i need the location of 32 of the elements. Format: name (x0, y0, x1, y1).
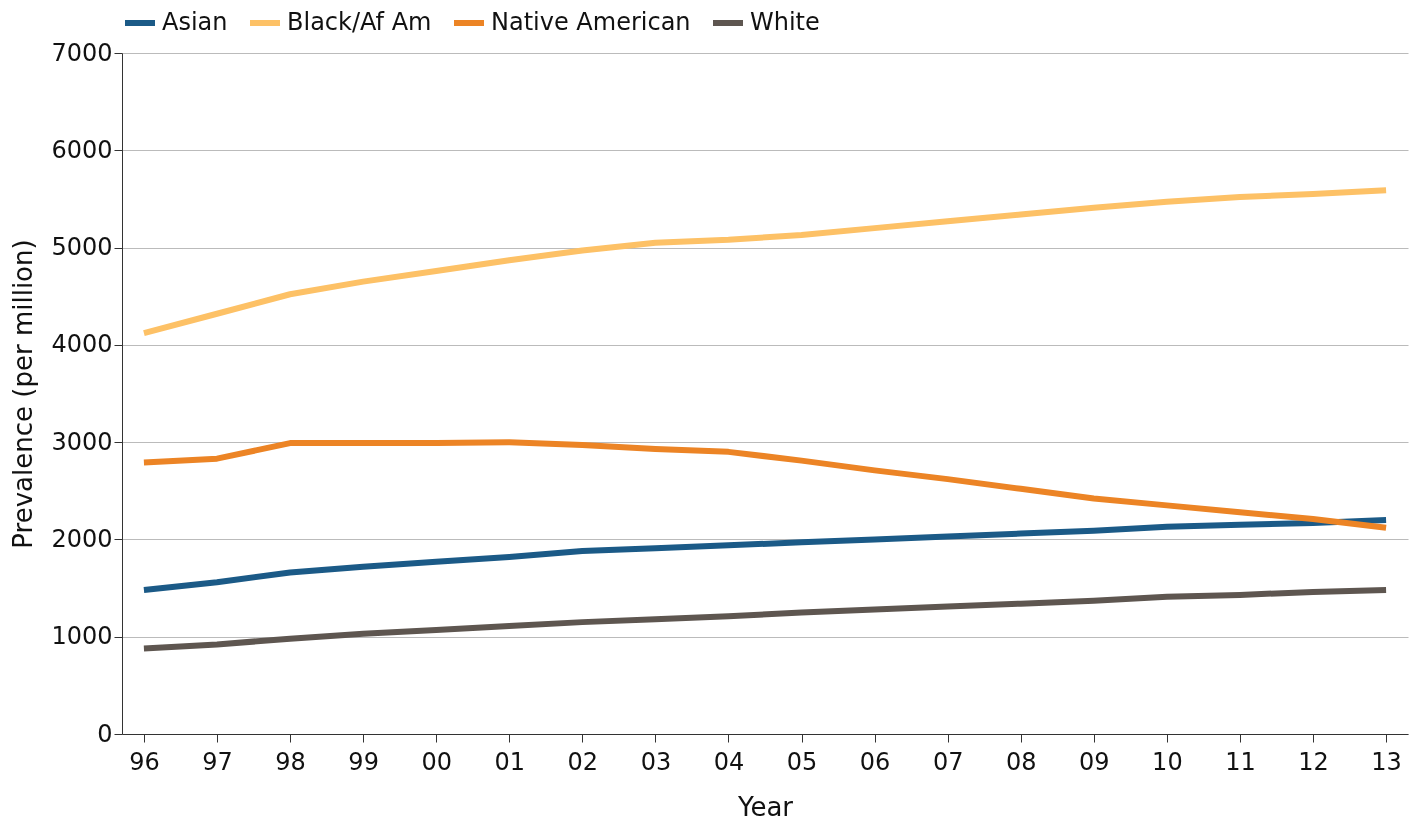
x-tick-label: 00 (421, 747, 452, 776)
x-tick-label: 03 (640, 747, 672, 776)
y-tick-label: 3000 (51, 427, 113, 456)
x-tick-label: 98 (275, 747, 306, 776)
y-tick-label: 7000 (51, 38, 113, 67)
y-tick-label: 6000 (51, 135, 113, 164)
y-tick-label: 4000 (51, 330, 113, 359)
x-tick-label: 09 (1079, 747, 1110, 776)
y-tick-label: 5000 (51, 233, 113, 262)
x-tick-label: 04 (713, 747, 745, 776)
x-tick-label: 05 (786, 747, 818, 776)
legend-label: Native American (491, 8, 691, 36)
y-tick-label: 0 (97, 719, 113, 748)
legend-label: Black/Af Am (287, 8, 432, 36)
x-tick-label: 96 (129, 747, 160, 776)
x-tick-label: 02 (567, 747, 599, 776)
x-tick-label: 10 (1152, 747, 1183, 776)
x-tick-label: 01 (494, 747, 526, 776)
x-tick-label: 12 (1298, 747, 1329, 776)
x-tick-label: 06 (859, 747, 891, 776)
x-tick-label: 07 (932, 747, 964, 776)
x-tick-label: 08 (1005, 747, 1037, 776)
y-axis-title: Prevalence (per million) (8, 239, 39, 549)
x-tick-label: 99 (348, 747, 379, 776)
x-tick-label: 13 (1371, 747, 1402, 776)
legend-label: Asian (162, 8, 228, 36)
x-tick-label: 97 (202, 747, 233, 776)
y-tick-label: 2000 (51, 524, 113, 553)
x-tick-label: 11 (1225, 747, 1256, 776)
y-tick-label: 1000 (51, 622, 113, 651)
legend-label: White (750, 8, 820, 36)
x-axis-title: Year (736, 791, 794, 822)
